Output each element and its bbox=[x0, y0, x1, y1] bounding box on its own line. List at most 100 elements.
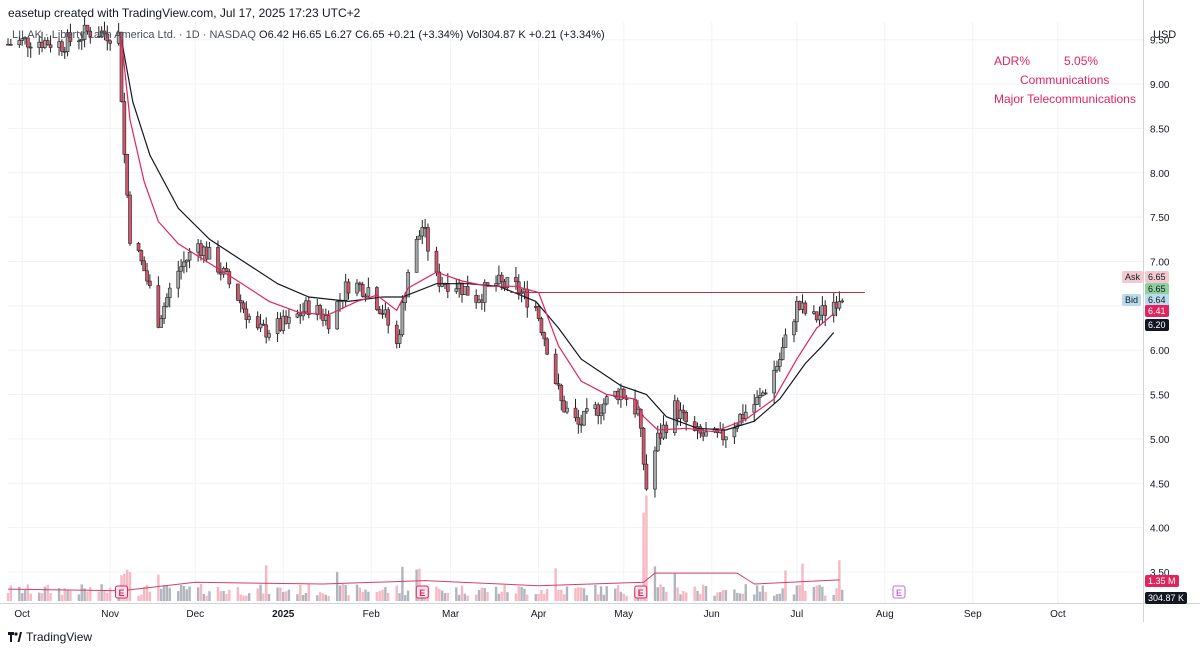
earnings-letter: E bbox=[419, 588, 425, 598]
candle-body bbox=[795, 300, 799, 323]
candle-body bbox=[105, 33, 110, 42]
candle-body bbox=[437, 271, 442, 287]
volume-bar bbox=[784, 570, 787, 601]
x-tick-label: Apr bbox=[531, 609, 547, 620]
volume-bar bbox=[486, 592, 489, 601]
volume-bar bbox=[457, 594, 461, 601]
footer-brand[interactable]: TradingView bbox=[8, 630, 92, 644]
earnings-marker bbox=[115, 585, 128, 599]
volume-bar bbox=[812, 586, 816, 601]
x-tick-label: Oct bbox=[14, 609, 30, 620]
candle-body bbox=[335, 301, 339, 330]
volume-bar bbox=[216, 587, 220, 601]
volume-bar bbox=[801, 563, 804, 601]
candle-body bbox=[542, 332, 547, 340]
candle-body bbox=[60, 41, 64, 52]
ask-label: Ask bbox=[1122, 271, 1144, 283]
volume-bar bbox=[69, 590, 72, 601]
volume-bar bbox=[704, 585, 708, 601]
volume-bar bbox=[721, 590, 725, 601]
currency-label[interactable]: USD bbox=[1153, 29, 1177, 41]
volume-bar bbox=[296, 594, 299, 601]
volume-bar bbox=[262, 593, 265, 601]
volume-bar bbox=[168, 587, 171, 601]
volume-bar bbox=[719, 592, 722, 601]
candle-body bbox=[681, 409, 686, 413]
x-tick-label: Aug bbox=[876, 609, 894, 620]
candle-body bbox=[236, 283, 240, 301]
candle-body bbox=[573, 407, 578, 419]
volume-bar bbox=[545, 588, 549, 601]
bid-label: Bid bbox=[1122, 294, 1142, 306]
volume-bar bbox=[642, 512, 645, 601]
symbol-name[interactable]: LILAK · Liberty Latin America Ltd. · 1D … bbox=[12, 29, 256, 41]
volume-bar bbox=[208, 591, 211, 601]
volume-bar bbox=[9, 585, 13, 601]
candle-body bbox=[326, 315, 331, 330]
volume-bar bbox=[537, 593, 540, 601]
volume-label: Vol bbox=[466, 29, 482, 41]
candle-body bbox=[576, 417, 581, 425]
y-tick-label: 9.00 bbox=[1150, 80, 1170, 91]
candle-body bbox=[102, 30, 107, 35]
volume-bar bbox=[299, 584, 302, 601]
volume-bar bbox=[679, 594, 682, 601]
volume-bar bbox=[838, 560, 841, 601]
candle-body bbox=[817, 314, 822, 321]
close-label: C bbox=[355, 29, 364, 41]
volume-bar bbox=[440, 590, 444, 601]
candle-body bbox=[434, 250, 439, 273]
symbol-legend: LILAK · Liberty Latin America Ltd. · 1D … bbox=[12, 29, 605, 41]
ask-price-tag: 6.65 bbox=[1145, 271, 1169, 283]
candle-body bbox=[306, 300, 311, 315]
volume-bar bbox=[307, 584, 310, 601]
volume-bar bbox=[514, 593, 518, 601]
candle-body bbox=[85, 24, 90, 32]
candle-body bbox=[426, 227, 430, 252]
ema-fast-tag: 6.41 bbox=[1145, 305, 1169, 317]
x-tick-label: 2025 bbox=[272, 609, 295, 620]
volume-bar bbox=[693, 586, 696, 601]
volume-bar bbox=[23, 590, 27, 601]
candle-body bbox=[366, 287, 371, 297]
volume-bar bbox=[526, 594, 529, 601]
candle-body bbox=[454, 288, 459, 292]
volume-bar bbox=[818, 584, 821, 601]
volume-bar bbox=[804, 590, 807, 601]
volume-bar bbox=[355, 584, 359, 601]
volume-bar bbox=[145, 584, 149, 601]
candle-body bbox=[377, 309, 382, 314]
volume-bar bbox=[753, 594, 756, 601]
volume-bar bbox=[443, 593, 447, 601]
volume-bar bbox=[284, 591, 288, 601]
volume-bar bbox=[466, 595, 469, 601]
ema-slow-tag: 6.20 bbox=[1145, 319, 1169, 331]
volume-bar bbox=[574, 588, 577, 601]
earnings-letter: E bbox=[118, 588, 124, 598]
volume-bar bbox=[761, 585, 764, 601]
candle-body bbox=[125, 154, 129, 196]
volume-bar bbox=[361, 592, 364, 601]
volume-bar bbox=[395, 585, 398, 601]
info-overlay: ADR% 5.05% Communications Major Telecommu… bbox=[994, 52, 1136, 109]
volume-bar bbox=[585, 595, 589, 601]
volume-bar bbox=[344, 585, 347, 601]
candle-body bbox=[678, 409, 683, 419]
volume-bar bbox=[778, 593, 781, 601]
candle-body bbox=[28, 46, 33, 49]
volume-bar bbox=[577, 587, 580, 601]
candle-body bbox=[264, 324, 269, 338]
x-tick-label: Mar bbox=[442, 609, 460, 620]
volume-bar bbox=[557, 589, 560, 601]
volume-bar bbox=[46, 584, 49, 601]
candle-body bbox=[763, 392, 768, 395]
candle-body bbox=[499, 274, 504, 282]
candle-body bbox=[559, 384, 564, 402]
volume-bar bbox=[579, 587, 583, 601]
volume-bar bbox=[143, 586, 146, 601]
chart-credit: easetup created with TradingView.com, Ju… bbox=[8, 6, 361, 20]
candle-body bbox=[638, 408, 643, 429]
y-tick-label: 6.00 bbox=[1150, 346, 1170, 357]
volume-bar bbox=[716, 592, 719, 601]
